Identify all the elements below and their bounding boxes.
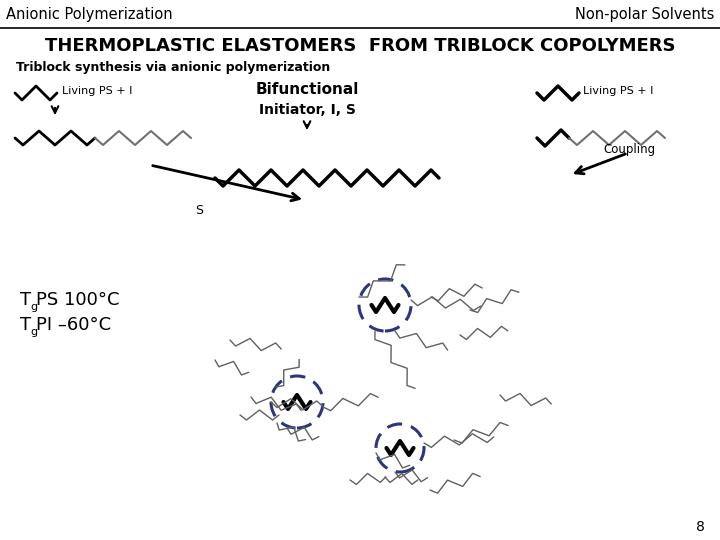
Text: g: g bbox=[30, 302, 37, 312]
Text: S: S bbox=[195, 204, 203, 217]
Text: THERMOPLASTIC ELASTOMERS  FROM TRIBLOCK COPOLYMERS: THERMOPLASTIC ELASTOMERS FROM TRIBLOCK C… bbox=[45, 37, 675, 55]
Text: Anionic Polymerization: Anionic Polymerization bbox=[6, 6, 173, 22]
Text: PS 100°C: PS 100°C bbox=[36, 291, 120, 309]
Text: T: T bbox=[20, 291, 31, 309]
Text: 8: 8 bbox=[696, 520, 705, 534]
Text: Initiator, I, S: Initiator, I, S bbox=[258, 103, 356, 117]
Text: Living PS + I: Living PS + I bbox=[62, 86, 132, 96]
Text: Non-polar Solvents: Non-polar Solvents bbox=[575, 6, 714, 22]
Text: PI –60°C: PI –60°C bbox=[36, 316, 111, 334]
Text: Living PS + I: Living PS + I bbox=[583, 86, 653, 96]
Text: Triblock synthesis via anionic polymerization: Triblock synthesis via anionic polymeriz… bbox=[16, 62, 330, 75]
Text: Coupling: Coupling bbox=[603, 144, 655, 157]
Text: T: T bbox=[20, 316, 31, 334]
Text: Bifunctional: Bifunctional bbox=[256, 83, 359, 98]
Text: g: g bbox=[30, 327, 37, 337]
